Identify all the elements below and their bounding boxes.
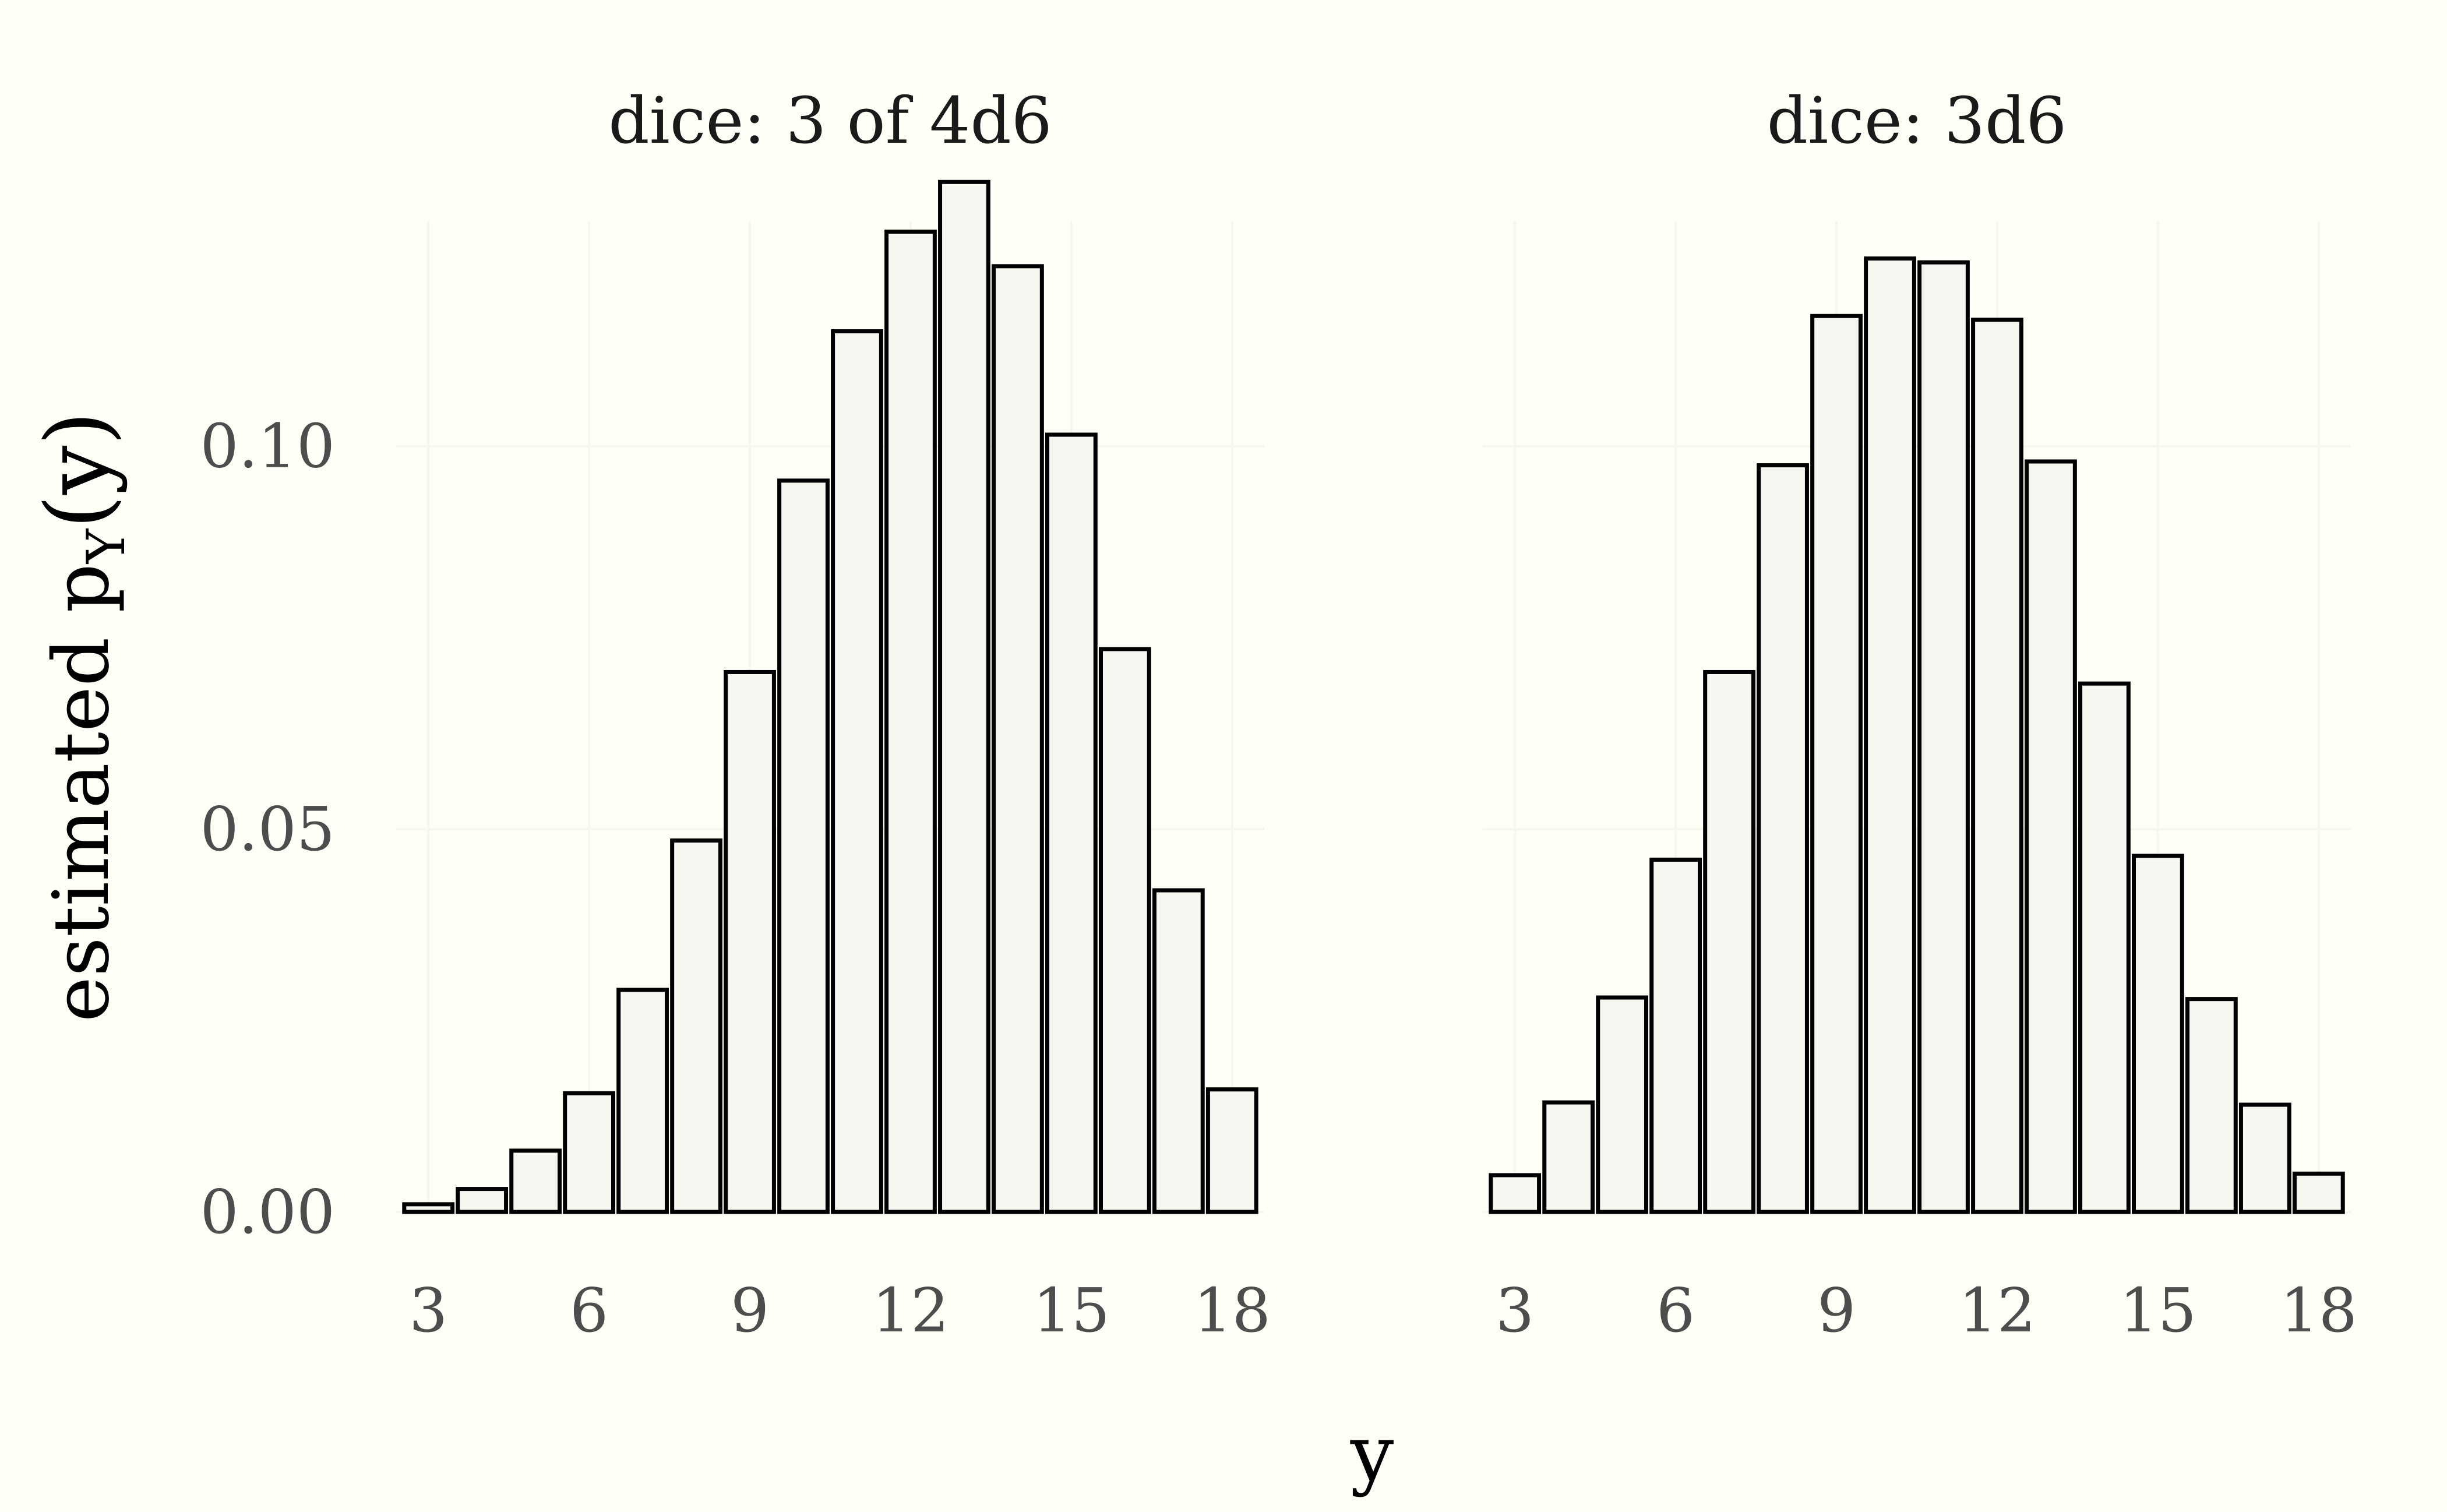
x-tick-label: 15 [1033, 1275, 1110, 1346]
bar [2185, 997, 2238, 1214]
bar [2132, 854, 2184, 1214]
bar [1596, 995, 1649, 1214]
bar [456, 1187, 509, 1214]
x-axis-title: y [1350, 1409, 1394, 1499]
bar [1649, 857, 1702, 1214]
y-tick-label: 0.00 [200, 1176, 335, 1247]
facet-title-left: dice: 3 of 4d6 [608, 83, 1052, 158]
bar [724, 669, 776, 1214]
bar [1045, 432, 1098, 1214]
bar [831, 329, 883, 1214]
x-tick-label: 3 [1496, 1275, 1534, 1346]
x-tick-labels-right: 3 6 9 12 15 18 [1496, 1275, 2357, 1346]
bars [402, 179, 2345, 1214]
y-axis-title-main: estimated p [37, 563, 126, 1022]
bar [1917, 260, 1970, 1214]
bar [1757, 463, 1809, 1214]
bar [884, 230, 937, 1214]
bar [1205, 1087, 1258, 1214]
bar [1489, 1173, 1542, 1214]
x-tick-label: 12 [1959, 1275, 2036, 1346]
x-tick-label: 18 [2280, 1275, 2357, 1346]
bar [2078, 681, 2131, 1214]
x-tick-label: 6 [570, 1275, 608, 1346]
x-tick-label: 12 [872, 1275, 949, 1346]
bar [777, 478, 830, 1214]
y-axis-title-subscript: Y [76, 528, 137, 565]
y-tick-labels: 0.00 0.05 0.10 [200, 411, 335, 1247]
y-axis-title: estimated pY(y) [27, 411, 137, 1022]
x-tick-label: 18 [1194, 1275, 1271, 1346]
x-tick-label: 6 [1656, 1275, 1695, 1346]
bar [2238, 1102, 2291, 1214]
x-tick-labels-left: 3 6 9 12 15 18 [409, 1275, 1271, 1346]
bar [1152, 888, 1205, 1214]
bar [1971, 318, 2023, 1214]
bar [509, 1148, 562, 1214]
bar [670, 838, 722, 1214]
bar [992, 264, 1044, 1214]
bar [1810, 313, 1863, 1214]
bar [2292, 1171, 2345, 1214]
bar [938, 179, 990, 1214]
x-tick-label: 9 [1817, 1275, 1856, 1346]
bar [1703, 669, 1755, 1214]
y-tick-label: 0.05 [200, 794, 335, 865]
bar [1098, 647, 1151, 1214]
bar [1864, 256, 1916, 1214]
facet-title-right: dice: 3d6 [1767, 83, 2067, 158]
x-tick-label: 15 [2120, 1275, 2196, 1346]
bar [2025, 459, 2077, 1214]
bar [402, 1202, 455, 1214]
bar [1542, 1100, 1595, 1214]
y-tick-label: 0.10 [200, 411, 335, 482]
bar [563, 1091, 616, 1214]
bar [616, 988, 669, 1214]
x-tick-label: 9 [731, 1275, 769, 1346]
y-axis-title-tail: (y) [27, 411, 129, 529]
x-tick-label: 3 [409, 1275, 447, 1346]
